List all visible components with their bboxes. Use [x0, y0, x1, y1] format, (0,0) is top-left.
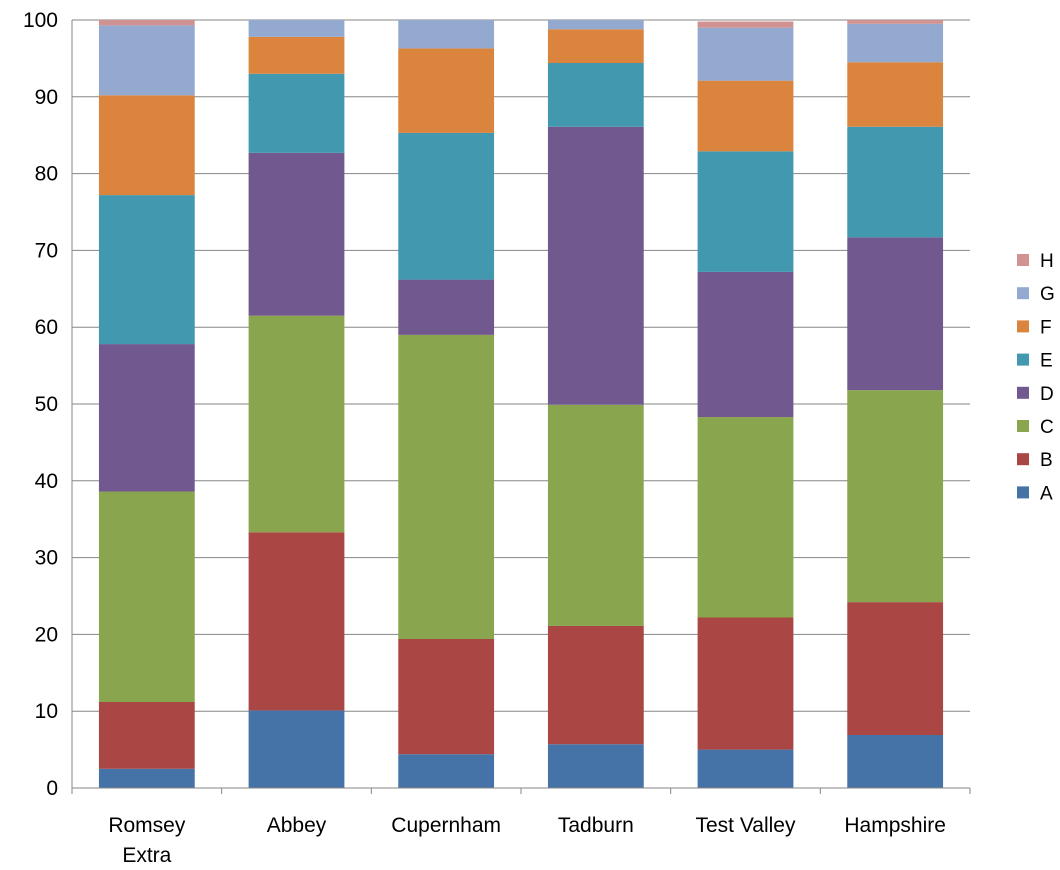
bar-segment-c — [248, 315, 345, 533]
y-tick-label: 50 — [35, 393, 58, 416]
legend-swatch-h — [1017, 254, 1029, 266]
legend-label-f: F — [1040, 317, 1052, 338]
bar-segment-f — [98, 95, 195, 196]
y-tick-label: 0 — [46, 777, 58, 800]
bar-segment-c — [847, 390, 944, 603]
bar-segment-d — [697, 271, 794, 418]
bar-segment-a — [847, 735, 944, 788]
bar-segment-d — [847, 237, 944, 391]
bar-segment-c — [697, 417, 794, 618]
bar-segment-c — [547, 404, 644, 626]
legend-label-g: G — [1040, 284, 1055, 305]
bar-segment-d — [248, 152, 345, 316]
legend-swatch-d — [1017, 386, 1029, 399]
y-tick-label: 40 — [35, 470, 58, 493]
y-tick-label: 30 — [35, 547, 58, 570]
bar-segment-g — [98, 25, 195, 96]
bar-segment-b — [248, 532, 345, 711]
x-tick-label: Test Valley — [696, 814, 796, 837]
y-tick-label: 100 — [23, 9, 58, 32]
bar-segment-b — [547, 625, 644, 745]
legend-swatch-f — [1017, 320, 1029, 333]
legend-swatch-g — [1017, 287, 1029, 300]
bar-segment-a — [398, 754, 495, 788]
bar-segment-h — [847, 20, 944, 24]
bar-segment-b — [697, 617, 794, 750]
x-tick-label: Tadburn — [558, 814, 634, 837]
x-tick-label: Romsey — [108, 814, 186, 837]
bar-segment-f — [547, 29, 644, 64]
bar-segment-d — [398, 279, 495, 335]
bar-segment-c — [398, 334, 495, 640]
legend-label-a: A — [1040, 483, 1053, 504]
bar-segment-g — [398, 20, 495, 49]
x-tick-label: Abbey — [267, 814, 327, 837]
bar-segment-a — [697, 749, 794, 788]
bar-segment-g — [547, 20, 644, 30]
x-tick-label: Cupernham — [391, 814, 501, 837]
y-tick-label: 90 — [35, 86, 58, 109]
legend-swatch-c — [1017, 420, 1029, 432]
legend-label-d: D — [1040, 384, 1054, 405]
bar-segment-b — [98, 701, 195, 769]
bar-segment-b — [847, 602, 944, 736]
bar-segment-a — [547, 744, 644, 788]
bar-segment-h — [98, 20, 195, 26]
legend-label-h: H — [1040, 251, 1054, 272]
legend-swatch-a — [1017, 486, 1029, 499]
x-tick-label: Extra — [122, 844, 171, 867]
y-tick-label: 80 — [35, 163, 58, 186]
bar-segment-e — [697, 151, 794, 272]
bar-segment-f — [248, 36, 345, 74]
bar-segment-h — [697, 21, 794, 28]
y-tick-label: 70 — [35, 239, 58, 262]
x-tick-label: Hampshire — [844, 814, 946, 837]
bar-segment-a — [98, 768, 195, 788]
legend-swatch-e — [1017, 353, 1029, 366]
bar-segment-g — [248, 20, 345, 37]
bar-segment-e — [847, 126, 944, 238]
bar-segment-b — [398, 639, 495, 755]
legend-label-e: E — [1040, 351, 1053, 372]
gridlines — [72, 19, 970, 712]
legend-label-b: B — [1040, 450, 1053, 471]
bar-segment-f — [398, 48, 495, 133]
y-tick-label: 10 — [35, 700, 58, 723]
bar-segment-e — [398, 132, 495, 280]
bar-segment-e — [98, 195, 195, 345]
bars — [98, 20, 944, 788]
y-tick-label: 20 — [35, 623, 58, 646]
bar-segment-g — [697, 27, 794, 81]
legend-swatch-b — [1017, 453, 1029, 466]
y-tick-label: 60 — [35, 316, 58, 339]
bar-segment-f — [847, 62, 944, 127]
bar-segment-c — [98, 491, 195, 702]
bar-segment-e — [547, 63, 644, 127]
bar-segment-d — [98, 344, 195, 492]
bar-segment-a — [248, 710, 345, 788]
bar-segment-g — [847, 23, 944, 63]
legend-label-c: C — [1040, 417, 1054, 438]
bar-segment-e — [248, 73, 345, 153]
axes: 0 10 20 30 40 50 60 70 80 90 100 Romsey Extra Abbey Cu… — [23, 9, 971, 867]
bar-segment-d — [547, 126, 644, 405]
bar-segment-f — [697, 80, 794, 152]
